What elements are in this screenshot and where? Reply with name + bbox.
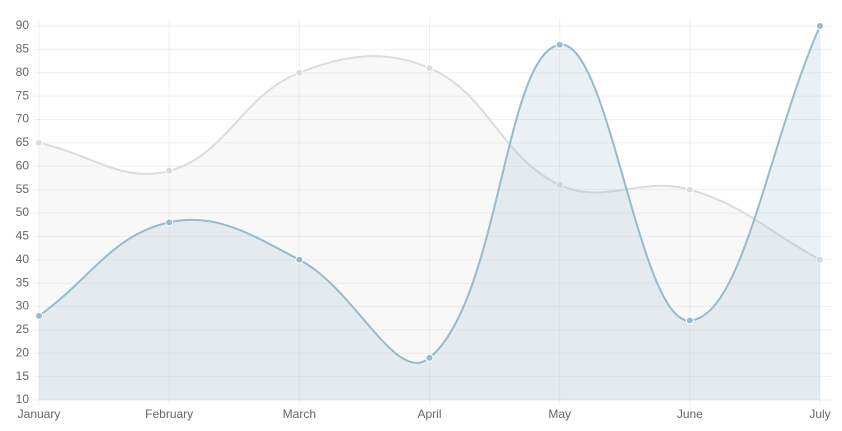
point <box>295 255 304 264</box>
area-fill <box>39 56 820 400</box>
point <box>816 255 824 264</box>
point <box>35 138 43 147</box>
x-tick-label: March <box>283 407 316 421</box>
y-tick-label: 45 <box>16 229 30 243</box>
x-tick-label: May <box>548 407 571 421</box>
y-tick-label: 80 <box>16 65 30 79</box>
y-tick-label: 55 <box>16 182 30 196</box>
point <box>425 353 434 362</box>
y-tick-label: 20 <box>16 345 30 359</box>
point <box>425 64 434 73</box>
line <box>38 25 821 364</box>
y-tick-label: 70 <box>16 112 30 126</box>
y-tick-label: 85 <box>16 42 30 56</box>
point <box>295 68 304 77</box>
y-tick-label: 50 <box>16 205 30 219</box>
y-tick-label: 60 <box>16 158 30 172</box>
point <box>816 22 824 30</box>
point <box>685 185 694 194</box>
point <box>685 316 694 325</box>
area-fill <box>39 26 820 400</box>
point <box>555 180 564 189</box>
point <box>165 166 174 175</box>
y-tick-label: 35 <box>16 275 30 289</box>
x-tick-label: April <box>417 407 441 421</box>
x-tick-label: January <box>18 407 61 421</box>
x-tick-label: June <box>677 407 703 421</box>
point <box>35 311 43 320</box>
y-tick-label: 25 <box>16 322 30 336</box>
point <box>555 40 564 49</box>
point <box>165 218 174 227</box>
y-tick-label: 75 <box>16 88 30 102</box>
y-tick-label: 15 <box>16 369 30 383</box>
y-tick-label: 10 <box>16 392 30 406</box>
y-tick-label: 90 <box>16 18 30 32</box>
x-tick-label: February <box>145 407 193 421</box>
y-tick-label: 40 <box>16 252 30 266</box>
y-tick-label: 65 <box>16 135 30 149</box>
x-tick-label: July <box>809 407 830 421</box>
y-tick-label: 30 <box>16 299 30 313</box>
